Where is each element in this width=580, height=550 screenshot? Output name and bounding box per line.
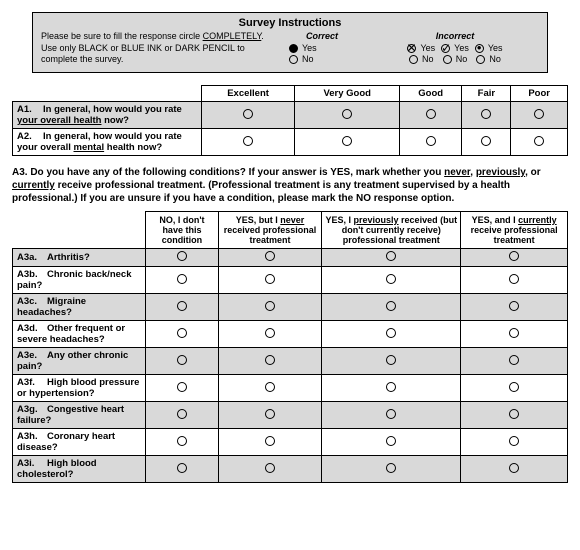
row-label: A3b.Chronic back/neck pain? [13, 267, 146, 294]
response-bubble[interactable] [322, 456, 461, 483]
response-bubble[interactable] [146, 402, 219, 429]
a3-question-text: A3. Do you have any of the following con… [12, 166, 568, 205]
row-label: A1.In general, how would you rate your o… [13, 102, 202, 129]
response-bubble[interactable] [461, 402, 568, 429]
response-bubble[interactable] [146, 348, 219, 375]
column-header: YES, I previously received (but don't cu… [322, 212, 461, 249]
response-bubble[interactable] [218, 402, 322, 429]
column-header: Good [399, 86, 462, 102]
row-label: A2.In general, how would you rate your o… [13, 129, 202, 156]
dot-bubble-icon [475, 44, 484, 53]
response-bubble[interactable] [218, 429, 322, 456]
response-bubble[interactable] [146, 249, 219, 267]
response-bubble[interactable] [322, 267, 461, 294]
response-bubble[interactable] [399, 129, 462, 156]
response-bubble[interactable] [218, 321, 322, 348]
response-bubble[interactable] [322, 375, 461, 402]
x-bubble-icon [407, 44, 416, 53]
response-bubble[interactable] [218, 375, 322, 402]
check-bubble-icon [441, 44, 450, 53]
column-header: Fair [462, 86, 511, 102]
row-label: A3i.High blood cholesterol? [13, 456, 146, 483]
column-header: Very Good [295, 86, 399, 102]
row-label: A3h.Coronary heart disease? [13, 429, 146, 456]
response-bubble[interactable] [322, 321, 461, 348]
response-bubble[interactable] [295, 102, 399, 129]
empty-bubble-icon [289, 55, 298, 64]
row-label: A3g.Congestive heart failure? [13, 402, 146, 429]
response-bubble[interactable] [218, 456, 322, 483]
response-bubble[interactable] [462, 129, 511, 156]
response-bubble[interactable] [322, 249, 461, 267]
response-bubble[interactable] [322, 402, 461, 429]
response-bubble[interactable] [461, 456, 568, 483]
response-bubble[interactable] [461, 375, 568, 402]
row-label: A3a.Arthritis? [13, 249, 146, 267]
instructions-text: Please be sure to fill the response circ… [41, 31, 273, 66]
column-header: YES, but I never received professional t… [218, 212, 322, 249]
response-bubble[interactable] [218, 249, 322, 267]
response-bubble[interactable] [201, 129, 295, 156]
response-bubble[interactable] [461, 321, 568, 348]
response-bubble[interactable] [322, 348, 461, 375]
row-label: A3f.High blood pressure or hypertension? [13, 375, 146, 402]
filled-bubble-icon [289, 44, 298, 53]
response-bubble[interactable] [322, 294, 461, 321]
response-bubble[interactable] [461, 429, 568, 456]
response-bubble[interactable] [146, 375, 219, 402]
correct-example: Correct Yes No [273, 31, 371, 66]
column-header: Excellent [201, 86, 295, 102]
response-bubble[interactable] [146, 456, 219, 483]
response-bubble[interactable] [295, 129, 399, 156]
column-header: NO, I don't have this condition [146, 212, 219, 249]
instructions-title: Survey Instructions [41, 17, 539, 29]
response-bubble[interactable] [399, 102, 462, 129]
response-bubble[interactable] [461, 348, 568, 375]
response-bubble[interactable] [218, 294, 322, 321]
conditions-table: NO, I don't have this conditionYES, but … [12, 211, 568, 483]
row-label: A3d.Other frequent or severe headaches? [13, 321, 146, 348]
response-bubble[interactable] [462, 102, 511, 129]
response-bubble[interactable] [322, 429, 461, 456]
response-bubble[interactable] [146, 429, 219, 456]
response-bubble[interactable] [461, 267, 568, 294]
health-rating-table: ExcellentVery GoodGoodFairPoor A1.In gen… [12, 85, 568, 156]
response-bubble[interactable] [146, 321, 219, 348]
response-bubble[interactable] [461, 249, 568, 267]
response-bubble[interactable] [146, 267, 219, 294]
row-label: A3c.Migraine headaches? [13, 294, 146, 321]
response-bubble[interactable] [461, 294, 568, 321]
column-header: YES, and I currently receive professiona… [461, 212, 568, 249]
incorrect-examples: Incorrect Yes No Yes No Yes No [371, 31, 539, 66]
response-bubble[interactable] [218, 348, 322, 375]
response-bubble[interactable] [201, 102, 295, 129]
response-bubble[interactable] [511, 102, 568, 129]
response-bubble[interactable] [146, 294, 219, 321]
row-label: A3e.Any other chronic pain? [13, 348, 146, 375]
survey-instructions: Survey Instructions Please be sure to fi… [32, 12, 548, 73]
response-bubble[interactable] [218, 267, 322, 294]
response-bubble[interactable] [511, 129, 568, 156]
column-header: Poor [511, 86, 568, 102]
